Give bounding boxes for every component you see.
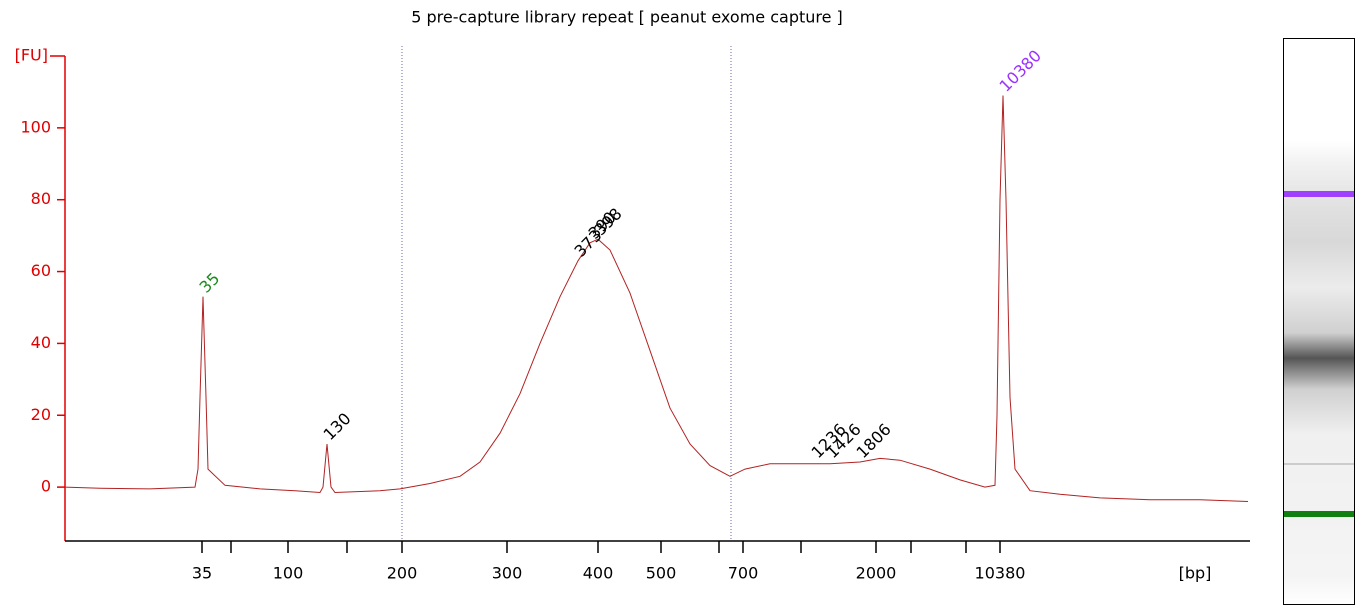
gel-band-faint: [1284, 463, 1354, 465]
chart-title: 5 pre-capture library repeat [ peanut ex…: [411, 8, 843, 27]
x-axis-label: [bp]: [1179, 564, 1212, 583]
x-tick-label: 2000: [856, 564, 897, 583]
gel-band-lower-marker: [1284, 511, 1354, 517]
gel-image: [1283, 38, 1355, 605]
x-tick-label: 700: [728, 564, 759, 583]
x-tick-label: 10380: [975, 564, 1026, 583]
peak-label: 35: [196, 269, 224, 297]
x-tick-label: 400: [583, 564, 614, 583]
peak-label: 1806: [853, 420, 895, 462]
y-tick-label: 40: [31, 333, 51, 352]
x-tick-label: 300: [492, 564, 523, 583]
y-tick-label: 0: [41, 477, 51, 496]
x-tick-label: 200: [387, 564, 418, 583]
y-tick-label: 20: [31, 405, 51, 424]
y-tick-label: 100: [20, 117, 51, 136]
x-tick-label: 500: [646, 564, 677, 583]
y-axis-label: [FU]: [15, 46, 48, 65]
x-tick-label: 100: [273, 564, 304, 583]
y-tick-label: 80: [31, 189, 51, 208]
x-tick-label: 35: [192, 564, 212, 583]
chart: 5 pre-capture library repeat [ peanut ex…: [15, 8, 1250, 583]
peak-label: 130: [320, 409, 355, 444]
y-tick-label: 60: [31, 261, 51, 280]
gel-band-upper-marker: [1284, 191, 1354, 197]
peak-label: 10380: [996, 46, 1045, 95]
trace: [64, 95, 1249, 502]
